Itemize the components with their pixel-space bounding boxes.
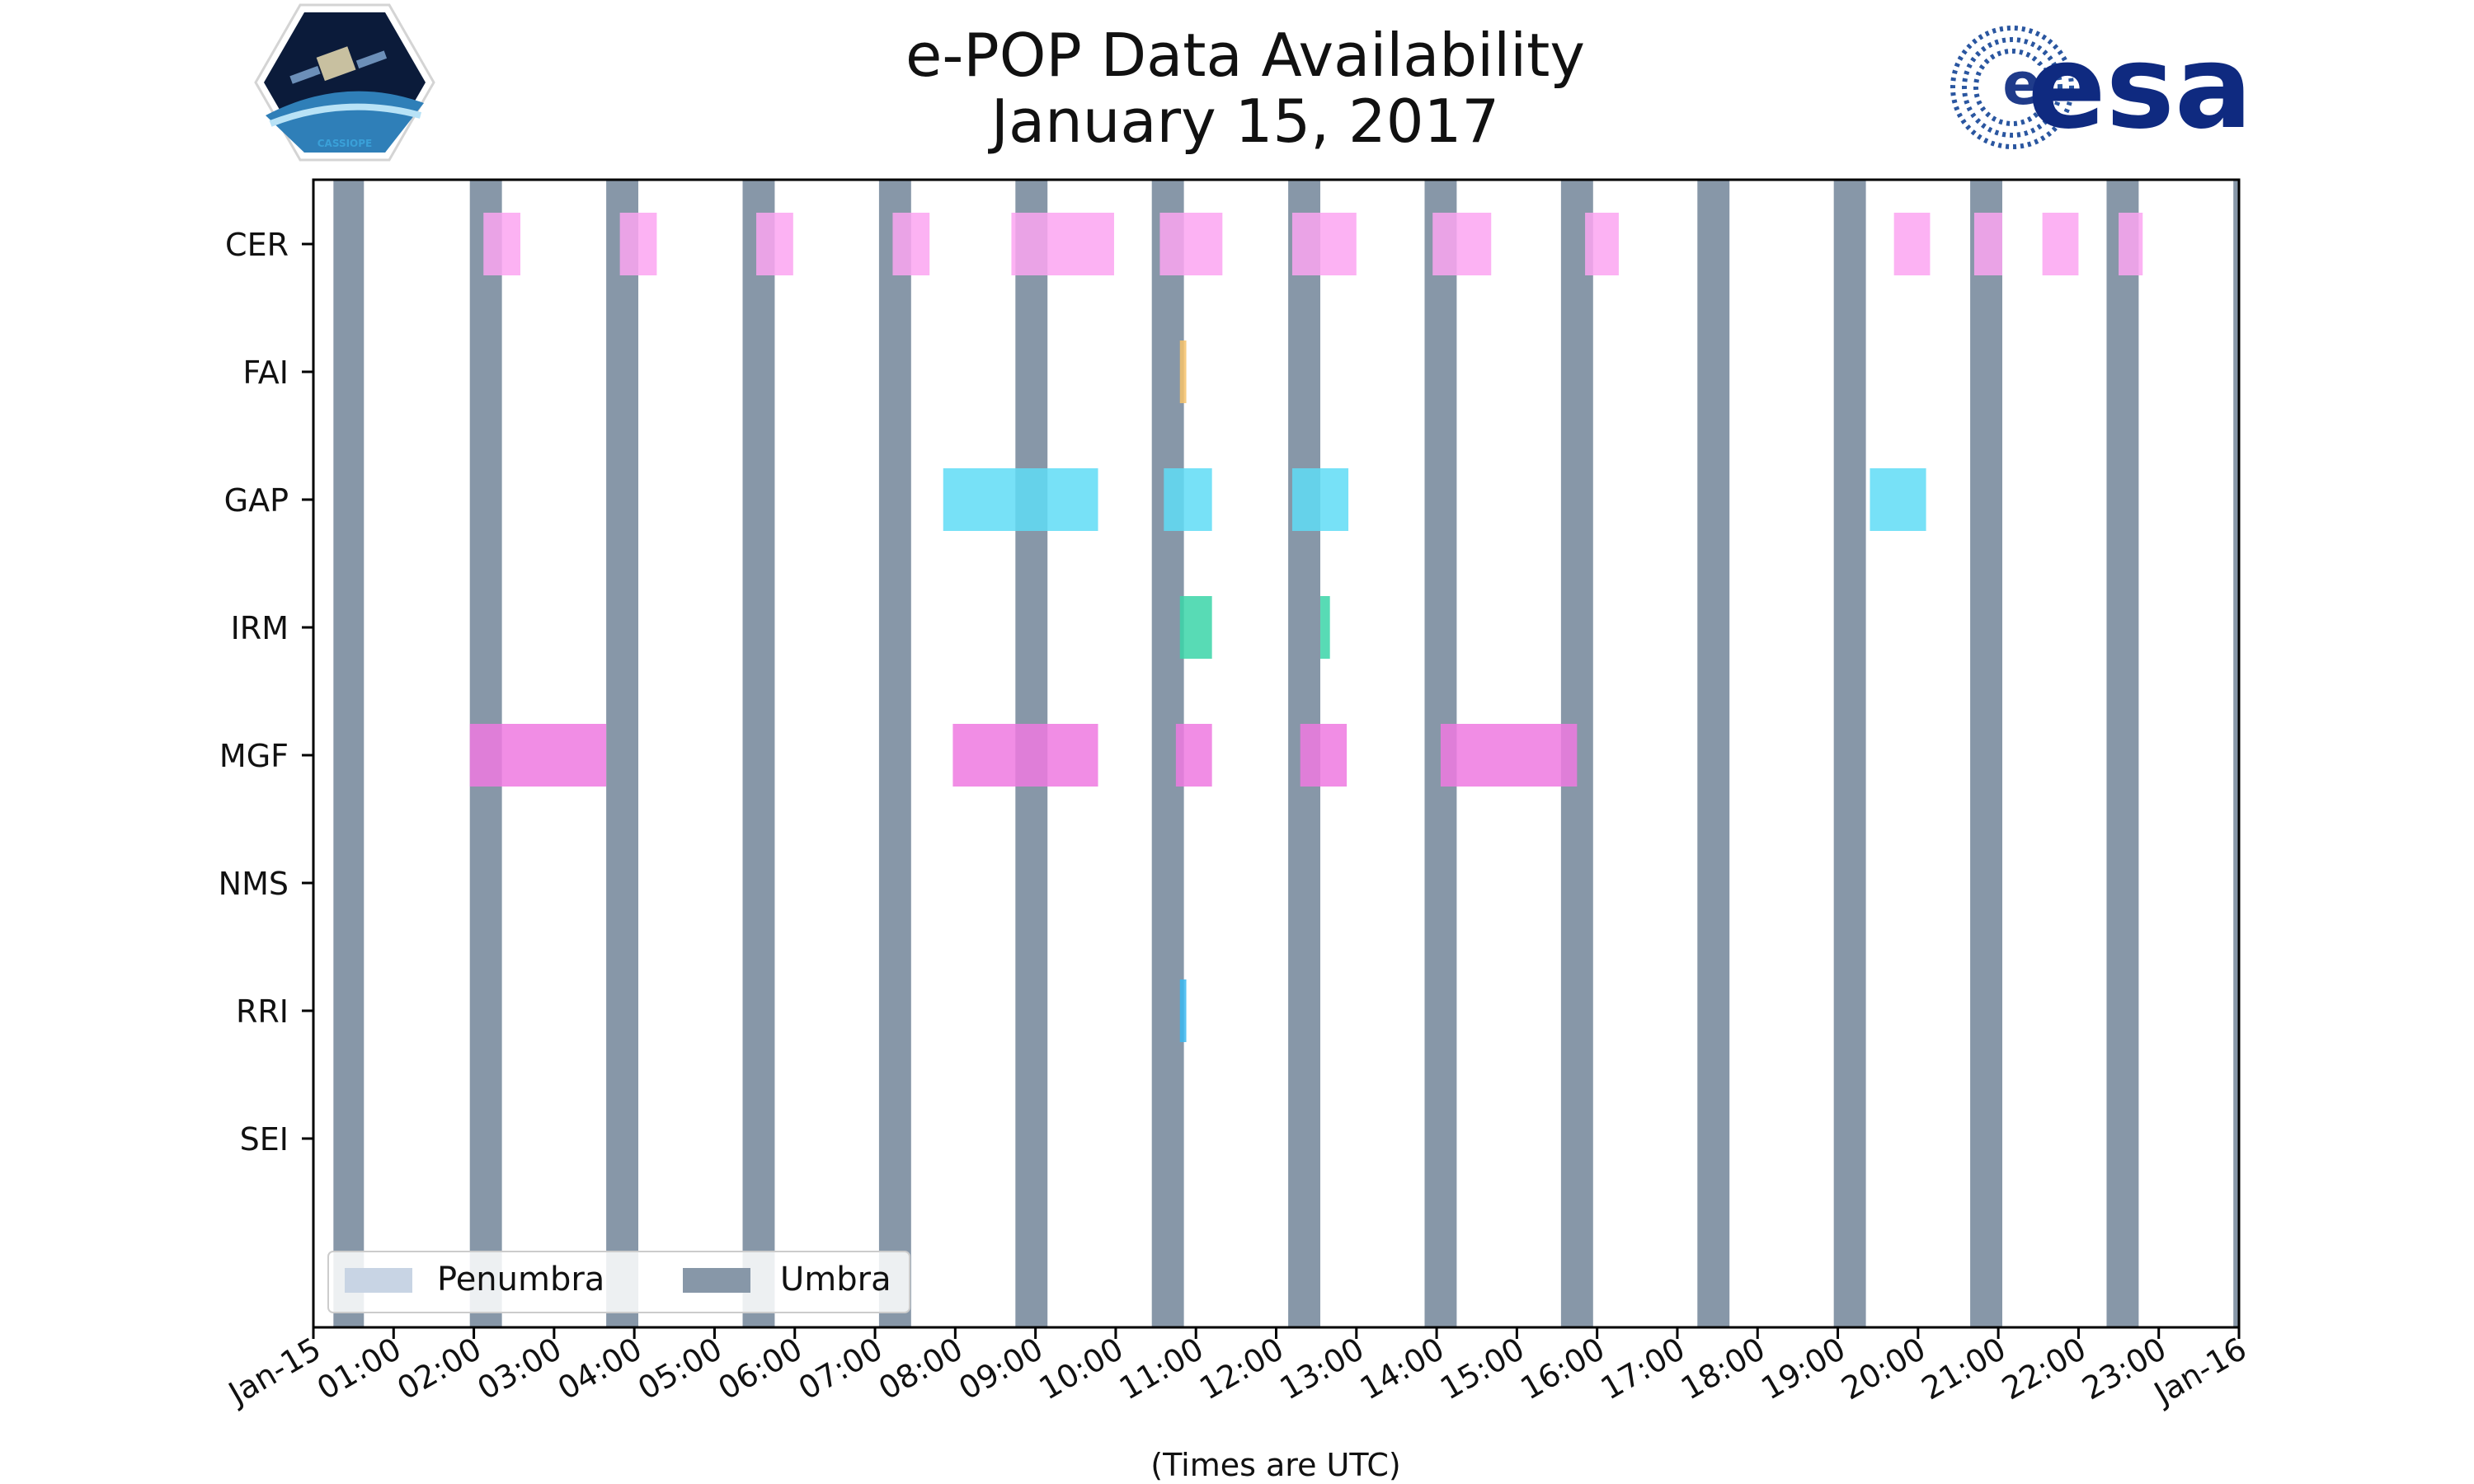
x-tick-label-8: 08:00 [872,1331,969,1407]
x-tick-label-2: 02:00 [391,1331,487,1407]
umbra-band-14 [2233,180,2239,1327]
bar-gap-1 [1164,468,1212,531]
x-tick-label-6: 06:00 [712,1331,808,1407]
umbra-band-0 [333,180,365,1327]
x-tick-label-21: 21:00 [1916,1331,2012,1407]
bar-mgf-0 [469,724,607,787]
x-tick-label-14: 14:00 [1354,1331,1451,1407]
umbra-band-12 [1970,180,2002,1327]
x-tick-label-0: Jan-15 [221,1331,327,1412]
bar-cer-10 [1973,213,2002,275]
bar-gap-3 [1870,468,1926,531]
chart-subtitle: January 15, 2017 [988,87,1499,156]
x-tick-label-16: 16:00 [1514,1331,1611,1407]
legend-penumbra-label: Penumbra [437,1261,604,1298]
bar-cer-3 [892,213,930,275]
y-tick-label-cer: CER [225,227,289,263]
cassiope-logo: CASSIOPE [254,3,435,162]
bar-cer-8 [1585,213,1619,275]
x-tick-label-3: 03:00 [472,1331,568,1407]
x-tick-label-9: 09:00 [952,1331,1049,1407]
bar-rri-0 [1179,979,1187,1042]
legend-umbra-label: Umbra [780,1261,891,1298]
x-tick-label-1: 01:00 [311,1331,407,1407]
bar-gap-2 [1291,468,1349,531]
x-tick-label-10: 10:00 [1033,1331,1130,1407]
y-axis: CER FAI GAP IRM MGF NMS RRI SEI [219,227,313,1158]
bar-cer-2 [756,213,793,275]
x-tick-label-20: 20:00 [1835,1331,1931,1407]
bar-mgf-3 [1300,724,1348,787]
umbra-band-3 [742,180,775,1327]
bar-cer-5 [1159,213,1223,275]
bar-cer-7 [1432,213,1492,275]
bar-irm-0 [1179,596,1212,659]
y-tick-label-nms: NMS [219,866,289,902]
bar-cer-0 [483,213,521,275]
svg-text:esa: esa [2028,21,2253,155]
x-tick-label-12: 12:00 [1193,1331,1290,1407]
bar-fai-0 [1179,340,1187,403]
umbra-band-4 [878,180,911,1327]
svg-text:e: e [2002,50,2041,118]
bar-cer-11 [2042,213,2079,275]
y-tick-label-gap: GAP [224,482,289,519]
y-tick-label-mgf: MGF [219,738,289,774]
bar-mgf-4 [1440,724,1578,787]
x-tick-label-15: 15:00 [1434,1331,1531,1407]
x-tick-label-11: 11:00 [1113,1331,1210,1407]
esa-logo: e esa [1950,21,2253,155]
y-tick-label-irm: IRM [231,610,289,646]
x-tick-label-5: 05:00 [632,1331,728,1407]
umbra-band-13 [2106,180,2139,1327]
umbra-band-11 [1833,180,1866,1327]
legend-umbra-swatch [683,1268,750,1293]
bar-gap-0 [943,468,1098,531]
x-tick-label-24: Jan-16 [2147,1331,2252,1412]
bar-cer-12 [2119,213,2143,275]
legend-box [327,1251,910,1313]
x-tick-label-7: 07:00 [793,1331,889,1407]
chart-title: e-POP Data Availability [905,21,1585,90]
bars-layer [469,213,2143,1042]
x-tick-label-17: 17:00 [1595,1331,1691,1407]
bar-cer-9 [1893,213,1931,275]
legend-penumbra-swatch [345,1268,412,1293]
x-tick-label-22: 22:00 [1996,1331,2092,1407]
x-tick-label-18: 18:00 [1675,1331,1771,1407]
x-tick-label-19: 19:00 [1755,1331,1851,1407]
umbra-band-2 [606,180,639,1327]
legend: Penumbra Umbra [327,1251,910,1313]
x-axis-label: (Times are UTC) [1150,1447,1400,1483]
bar-cer-6 [1291,213,1357,275]
bar-mgf-2 [1175,724,1212,787]
x-tick-label-13: 13:00 [1273,1331,1370,1407]
bar-mgf-1 [952,724,1098,787]
x-tick-label-4: 04:00 [552,1331,648,1407]
y-tick-label-rri: RRI [236,993,289,1030]
bar-irm-1 [1320,596,1330,659]
x-axis: Jan-1501:0002:0003:0004:0005:0006:0007:0… [221,1327,2253,1412]
svg-text:CASSIOPE: CASSIOPE [317,138,373,149]
umbra-band-10 [1697,180,1730,1327]
y-tick-label-fai: FAI [242,355,289,391]
y-tick-label-sei: SEI [240,1121,289,1158]
umbra-layer [333,180,2239,1327]
bar-cer-1 [619,213,657,275]
bar-cer-4 [1011,213,1114,275]
